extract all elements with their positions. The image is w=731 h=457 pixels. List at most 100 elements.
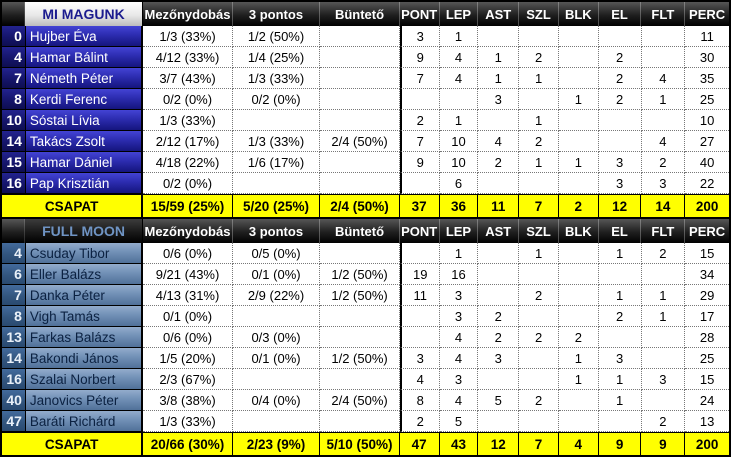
player-name: Kerdi Ferenc	[24, 89, 144, 110]
stat-cell: 6	[439, 173, 479, 194]
stat-cell	[558, 411, 599, 432]
player-number: 16	[2, 173, 25, 194]
stat-cell: 2	[399, 110, 440, 131]
team-total-value: 47	[400, 433, 440, 455]
player-row: 4 Hamar Bálint 4/12 (33%) 1/4 (25%) 9 4 1 2 2 30	[2, 47, 730, 68]
stat-cell	[519, 348, 559, 369]
stat-cell: 1/3 (33%)	[232, 131, 321, 152]
player-number: 15	[2, 152, 25, 173]
stat-cell	[519, 89, 559, 110]
player-name: Németh Péter	[24, 68, 144, 89]
team-total-value: 43	[440, 433, 479, 455]
stat-cell: 2	[641, 243, 686, 264]
stat-cell	[320, 26, 400, 47]
stat-cell: 2	[519, 285, 559, 306]
stat-cell	[558, 131, 599, 152]
player-number: 40	[2, 390, 25, 411]
stat-cell: 3	[478, 89, 520, 110]
team-header-row: FULL MOON Mezőnydobás 3 pontos Büntető PONT L…	[2, 219, 729, 243]
stat-cell	[641, 390, 686, 411]
stat-cell: 2	[598, 47, 642, 68]
column-header: AST	[478, 2, 520, 26]
stat-cell: 1	[558, 89, 599, 110]
stat-cell: 2/4 (50%)	[320, 390, 400, 411]
player-row: 47 Baráti Richárd 1/3 (33%) 2 5 2 13	[2, 411, 730, 432]
stat-cell: 0/6 (0%)	[143, 243, 233, 264]
column-header: PONT	[400, 2, 440, 26]
stat-cell	[399, 327, 440, 348]
player-number: 4	[2, 47, 25, 68]
stat-cell: 1	[558, 369, 599, 390]
player-row: 7 Danka Péter 4/13 (31%) 2/9 (22%) 1/2 (50%)…	[2, 285, 730, 306]
team-total-value: 200	[695, 436, 719, 452]
column-header: PERC	[689, 6, 726, 22]
team-total-value: 200	[695, 198, 719, 214]
stat-cell: 22	[685, 173, 730, 194]
stat-cell: 1/2 (50%)	[320, 285, 400, 306]
stat-cell: 2	[598, 306, 642, 327]
player-name: Sóstai Lívia	[24, 110, 144, 131]
stat-cell: 0/5 (0%)	[232, 243, 321, 264]
stat-cell: 2	[399, 411, 440, 432]
player-name: Hamar Bálint	[24, 47, 144, 68]
stat-cell	[399, 306, 440, 327]
player-name: Pap Krisztián	[24, 173, 144, 194]
stat-cell: 3	[439, 369, 479, 390]
column-header: LEP	[440, 2, 479, 26]
player-number: 16	[2, 369, 25, 390]
stat-cell: 3/7 (43%)	[143, 68, 233, 89]
column-header: BLK	[559, 219, 599, 243]
stat-cell: 10	[439, 152, 479, 173]
stat-cell	[519, 369, 559, 390]
stat-cell	[519, 264, 559, 285]
stat-cell	[519, 306, 559, 327]
stat-cell: 1	[439, 110, 479, 131]
stat-cell: 15	[685, 369, 730, 390]
column-header: AST	[478, 219, 520, 243]
team-header-row: MI MAGUNK Mezőnydobás 3 pontos Büntető PONT L…	[2, 2, 729, 26]
stat-cell: 1/3 (33%)	[143, 411, 233, 432]
stat-cell: 3	[399, 348, 440, 369]
stat-cell	[232, 306, 321, 327]
stat-cell: 7	[399, 131, 440, 152]
player-row: 14 Bakondi János 1/5 (20%) 0/1 (0%) 1/2 (50%…	[2, 348, 730, 369]
team-total-value: 9	[641, 433, 686, 455]
team-total-value: 14	[641, 195, 686, 217]
stat-cell: 4	[641, 131, 686, 152]
player-name: Baráti Richárd	[24, 411, 144, 432]
player-row: 40 Janovics Péter 3/8 (38%) 0/4 (0%) 2/4 (50…	[2, 390, 730, 411]
stat-cell: 1	[519, 110, 559, 131]
stat-cell: 2/4 (50%)	[320, 131, 400, 152]
player-number: 8	[2, 306, 25, 327]
stat-cell: 3	[641, 369, 686, 390]
player-name: Vigh Tamás	[24, 306, 144, 327]
player-row: 16 Pap Krisztián 0/2 (0%) 6 3 3 22	[2, 173, 730, 194]
team-total-value: 2/23 (9%)	[233, 433, 321, 455]
stat-cell: 0/4 (0%)	[232, 390, 321, 411]
stat-cell: 40	[685, 152, 730, 173]
stat-cell: 2/9 (22%)	[232, 285, 321, 306]
stat-cell: 28	[685, 327, 730, 348]
stat-cell: 4	[439, 68, 479, 89]
stat-cell	[478, 369, 520, 390]
stat-cell	[399, 173, 440, 194]
stat-cell	[641, 348, 686, 369]
stat-cell: 1	[439, 243, 479, 264]
stat-cell	[558, 47, 599, 68]
stat-cell	[320, 152, 400, 173]
player-number: 7	[2, 285, 25, 306]
stat-cell	[399, 89, 440, 110]
player-number: 47	[2, 411, 25, 432]
stat-cell	[558, 264, 599, 285]
player-row: 13 Farkas Balázs 0/6 (0%) 0/3 (0%) 4 2 2 2 28	[2, 327, 730, 348]
stat-cell	[519, 173, 559, 194]
stat-cell: 2/3 (67%)	[143, 369, 233, 390]
stat-cell: 2	[519, 327, 559, 348]
stat-cell: 1/6 (17%)	[232, 152, 321, 173]
stat-cell	[641, 110, 686, 131]
stat-cell: 25	[685, 89, 730, 110]
stat-cell: 0/3 (0%)	[232, 327, 321, 348]
column-header: Büntető	[320, 219, 400, 243]
team-total-value: 36	[440, 195, 479, 217]
stat-cell: 16	[439, 264, 479, 285]
